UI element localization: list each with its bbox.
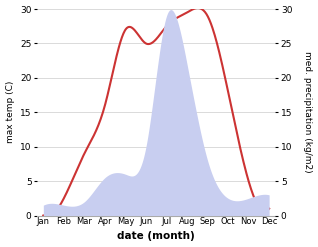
X-axis label: date (month): date (month) xyxy=(117,231,195,242)
Y-axis label: med. precipitation (kg/m2): med. precipitation (kg/m2) xyxy=(303,51,313,173)
Y-axis label: max temp (C): max temp (C) xyxy=(5,81,15,144)
